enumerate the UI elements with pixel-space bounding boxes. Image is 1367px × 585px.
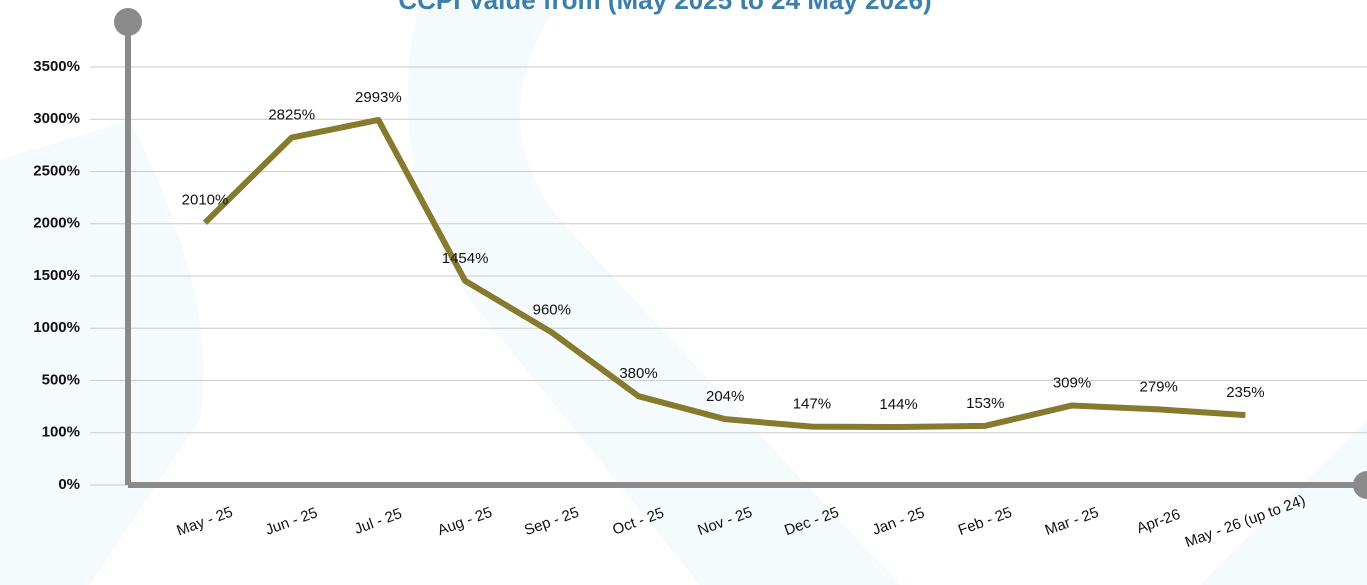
data-label: 204%: [706, 388, 744, 405]
x-tick-label: Jul - 25: [352, 505, 404, 538]
data-label: 147%: [793, 396, 831, 413]
x-tick-label: Jan - 25: [870, 504, 927, 539]
y-tick-label: 1500%: [33, 267, 80, 284]
data-label: 144%: [879, 396, 917, 413]
data-label: 153%: [966, 395, 1004, 412]
x-tick-label: Jun - 25: [263, 504, 320, 539]
data-label: 2825%: [268, 107, 315, 124]
y-tick-label: 500%: [42, 371, 80, 388]
x-tick-label: Apr-26: [1134, 506, 1182, 537]
data-label: 279%: [1140, 378, 1178, 395]
data-label: 960%: [533, 301, 571, 318]
data-label: 1454%: [442, 250, 489, 267]
chart-title: CCPI Value from (May 2025 to 24 May 2026…: [398, 0, 931, 15]
data-label: 235%: [1226, 384, 1264, 401]
y-tick-label: 3000%: [33, 110, 80, 127]
axis-cap: [114, 8, 142, 36]
y-tick-label: 1000%: [33, 319, 80, 336]
x-tick-label: Sep - 25: [522, 504, 581, 539]
x-tick-label: Feb - 25: [956, 504, 1014, 539]
x-tick-label: Oct - 25: [610, 504, 666, 538]
y-tick-label: 2000%: [33, 215, 80, 232]
y-tick-label: 100%: [42, 424, 80, 441]
axis-cap: [1353, 471, 1367, 499]
y-tick-label: 3500%: [33, 58, 80, 75]
x-tick-label: Mar - 25: [1043, 504, 1101, 539]
line: [202, 116, 1246, 431]
x-tick-label: May - 25: [174, 504, 235, 540]
data-label: 309%: [1053, 374, 1091, 391]
y-tick-label: 0%: [58, 476, 80, 493]
data-label: 2993%: [355, 89, 402, 106]
x-tick-label: Aug - 25: [435, 504, 494, 539]
data-label: 380%: [619, 365, 657, 382]
data-label: 2010%: [182, 192, 229, 209]
y-tick-label: 2500%: [33, 162, 80, 179]
